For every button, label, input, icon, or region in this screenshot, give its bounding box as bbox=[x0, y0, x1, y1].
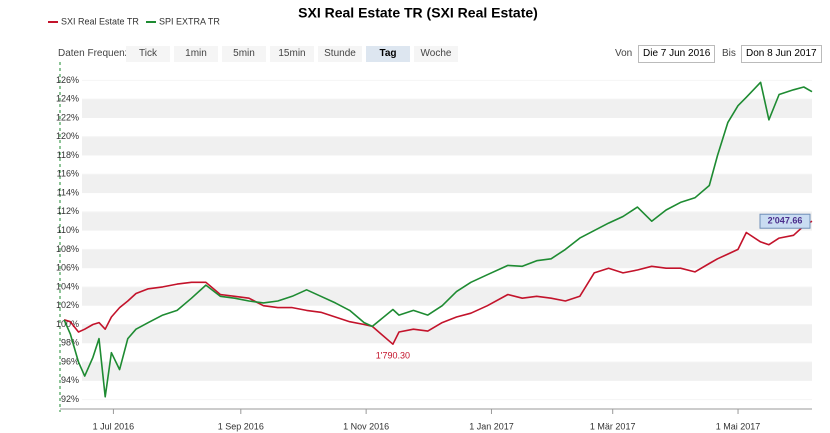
y-tick-label: 120% bbox=[56, 131, 79, 141]
x-tick-label: 1 Mai 2017 bbox=[716, 421, 761, 431]
bands bbox=[82, 79, 812, 401]
x-tick-label: 1 Mär 2017 bbox=[590, 421, 636, 431]
grid-band bbox=[82, 249, 812, 269]
grid-band bbox=[82, 362, 812, 381]
y-tick-label: 110% bbox=[57, 225, 79, 235]
grid-band bbox=[82, 99, 812, 118]
y-tick-label: 100% bbox=[56, 319, 79, 329]
grid-band bbox=[82, 174, 812, 194]
to-label: Bis bbox=[722, 48, 736, 59]
y-tick-label: 102% bbox=[56, 300, 79, 310]
chart-title: SXI Real Estate TR (SXI Real Estate) bbox=[298, 5, 538, 21]
y-tick-label: 112% bbox=[57, 206, 79, 216]
grid-band bbox=[82, 136, 812, 156]
x-tick-label: 1 Jan 2017 bbox=[469, 421, 514, 431]
to-input[interactable]: Don 8 Jun 2017 bbox=[741, 45, 822, 63]
frequency-button[interactable]: Woche bbox=[414, 46, 458, 62]
x-tick-label: 1 Nov 2016 bbox=[343, 421, 389, 431]
y-tick-label: 118% bbox=[57, 150, 79, 160]
y-tick-label: 122% bbox=[56, 112, 79, 122]
frequency-button[interactable]: Tick bbox=[126, 46, 170, 62]
frequency-button[interactable]: 1min bbox=[174, 46, 218, 62]
frequency-label: Daten Frequenz bbox=[58, 48, 130, 59]
y-tick-label: 114% bbox=[57, 187, 79, 197]
grid-band bbox=[82, 286, 812, 306]
from-input[interactable]: Die 7 Jun 2016 bbox=[638, 45, 716, 63]
y-tick-label: 124% bbox=[56, 94, 79, 104]
frequency-button[interactable]: Tag bbox=[366, 46, 410, 62]
frequency-button[interactable]: 15min bbox=[270, 46, 314, 62]
annotation-box bbox=[759, 213, 811, 229]
y-tick-label: 92% bbox=[61, 394, 79, 404]
grid-band bbox=[82, 211, 812, 231]
y-tick-label: 104% bbox=[56, 281, 79, 291]
from-label: Von bbox=[615, 48, 633, 59]
y-tick-label: 94% bbox=[61, 375, 79, 385]
x-tick-label: 1 Sep 2016 bbox=[218, 421, 264, 431]
y-tick-label: 116% bbox=[57, 169, 79, 179]
annotation: 2'047.66 bbox=[768, 216, 803, 226]
frequency-button[interactable]: 5min bbox=[222, 46, 266, 62]
legend-label: SXI Real Estate TR bbox=[61, 16, 139, 26]
y-tick-label: 96% bbox=[61, 356, 79, 366]
y-tick-label: 108% bbox=[56, 244, 79, 254]
x-tick-label: 1 Jul 2016 bbox=[93, 421, 135, 431]
series-line bbox=[63, 220, 813, 345]
series-line bbox=[63, 81, 813, 398]
legend-label: SPI EXTRA TR bbox=[159, 16, 220, 26]
y-tick-label: 98% bbox=[61, 338, 79, 348]
grid-band bbox=[82, 324, 812, 344]
frequency-button[interactable]: Stunde bbox=[318, 46, 362, 62]
y-tick-label: 126% bbox=[56, 75, 79, 85]
annotation: 1'790.30 bbox=[376, 351, 410, 361]
y-tick-label: 106% bbox=[56, 263, 79, 273]
